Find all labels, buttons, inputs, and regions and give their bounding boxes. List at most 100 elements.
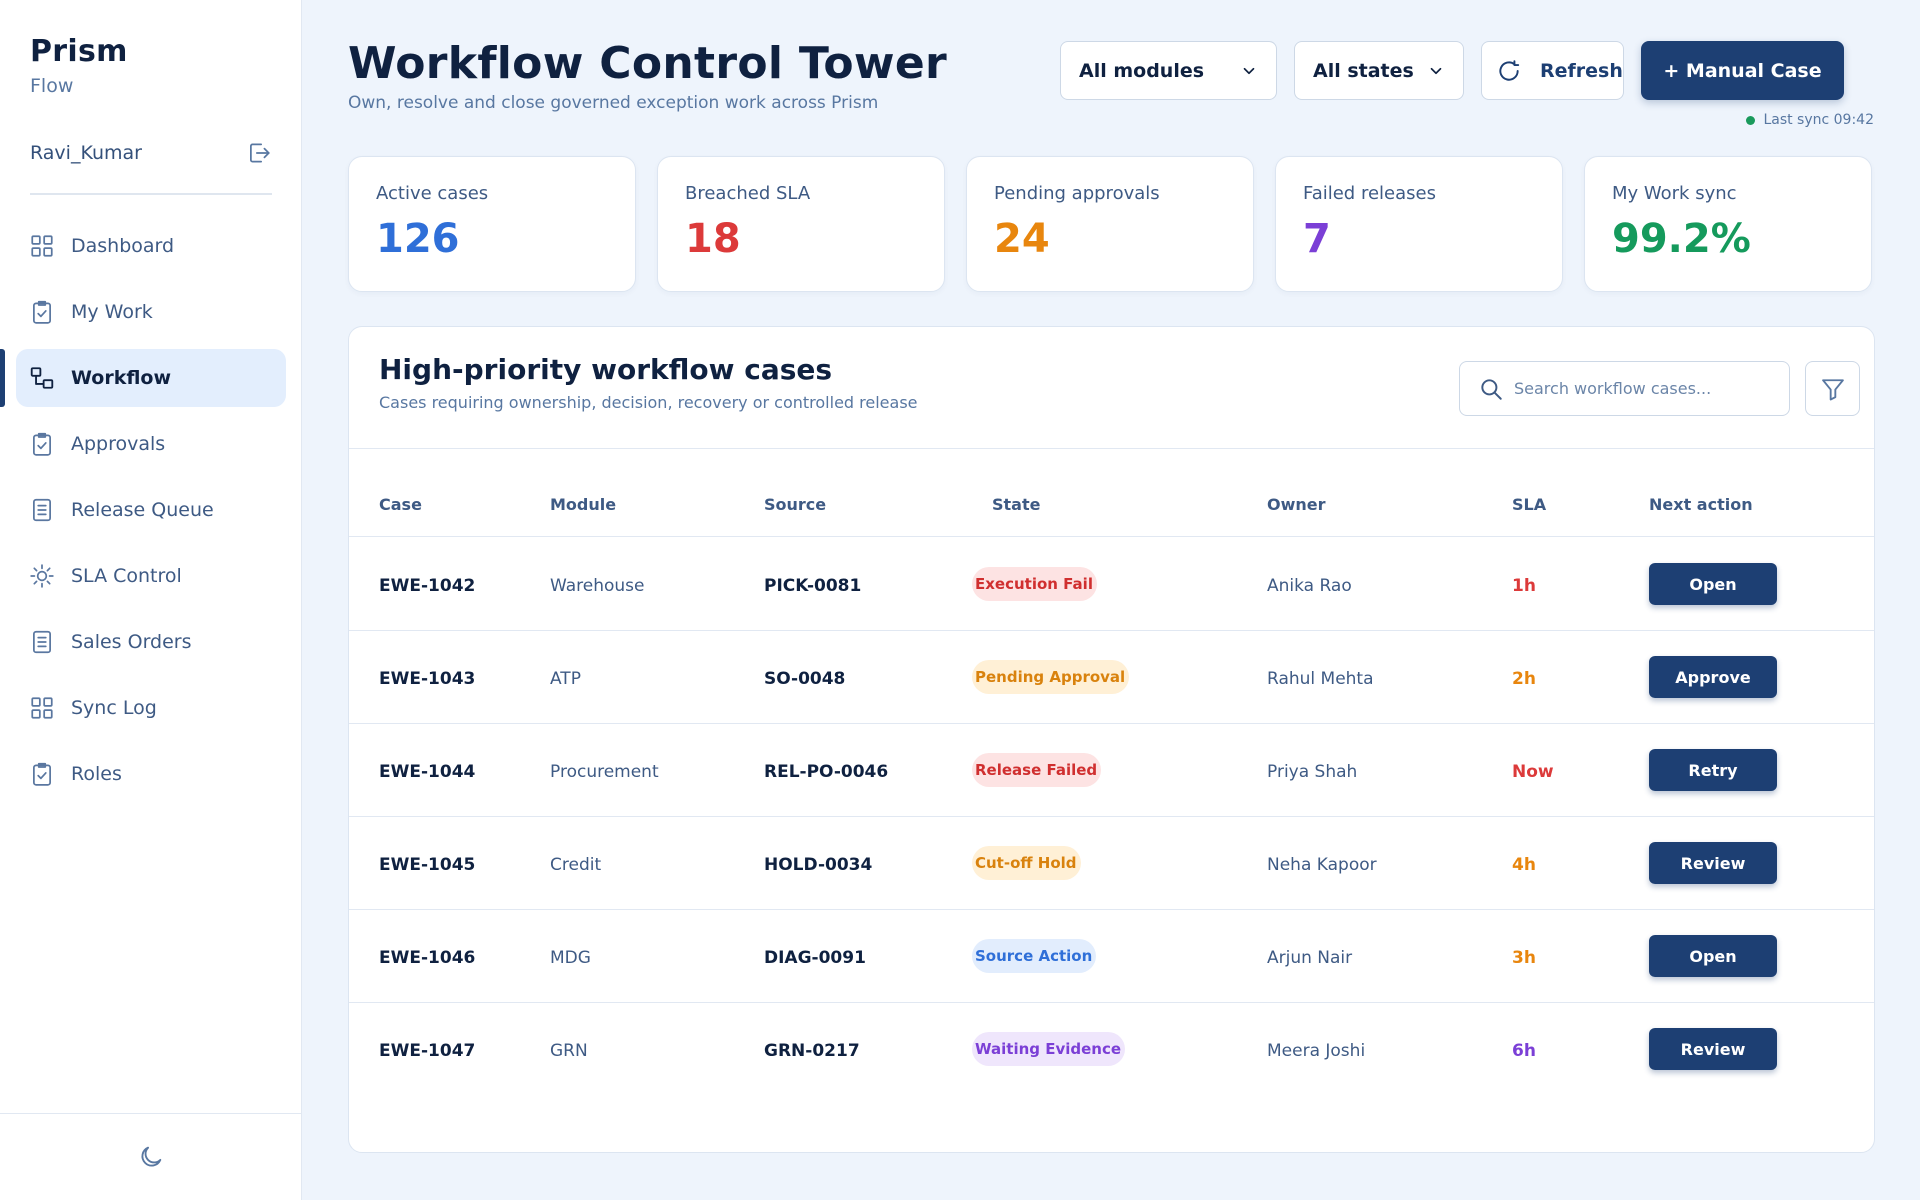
source-id: PICK-0081 <box>764 576 862 596</box>
grid-icon <box>29 695 55 721</box>
brand-name: Prism <box>30 34 128 69</box>
clipboard-check-icon <box>29 761 55 787</box>
sidebar-item-label: Approvals <box>71 433 166 455</box>
page-title: Workflow Control Tower <box>348 38 947 89</box>
kpi-label: Breached SLA <box>685 183 811 204</box>
owner-name: Anika Rao <box>1267 576 1352 596</box>
next-action-button[interactable]: Review <box>1649 842 1777 884</box>
module-name: Procurement <box>550 762 659 782</box>
table-header: Case Module Source State Owner SLA Next … <box>349 477 1874 537</box>
filter-button[interactable] <box>1805 361 1860 416</box>
column-header-module[interactable]: Module <box>550 495 617 514</box>
sidebar-divider <box>30 193 272 195</box>
sla-value: 4h <box>1512 855 1536 875</box>
kpi-value: 99.2% <box>1612 216 1751 262</box>
table-row[interactable]: EWE-1043 ATP SO-0048 Pending Approval Rahul … <box>349 631 1874 724</box>
brand-subtitle: Flow <box>30 75 74 97</box>
sla-value: 6h <box>1512 1041 1536 1061</box>
table-row[interactable]: EWE-1047 GRN GRN-0217 Waiting Evidence Meera… <box>349 1003 1874 1096</box>
owner-name: Rahul Mehta <box>1267 669 1374 689</box>
refresh-label: Refresh <box>1540 59 1623 82</box>
sidebar-item-sync-log[interactable]: Sync Log <box>16 679 286 737</box>
chevron-down-icon <box>1243 67 1255 74</box>
kpi-card-failed-releases: Failed releases 7 <box>1275 156 1563 292</box>
table-row[interactable]: EWE-1044 Procurement REL-PO-0046 Release Fa… <box>349 724 1874 817</box>
panel-title: High-priority workflow cases <box>379 353 833 386</box>
sidebar-item-workflow[interactable]: Workflow <box>0 349 286 407</box>
search-box <box>1459 361 1790 416</box>
case-id[interactable]: EWE-1046 <box>379 948 476 968</box>
table-row[interactable]: EWE-1042 Warehouse PICK-0081 Execution Fail… <box>349 538 1874 631</box>
source-id: SO-0048 <box>764 669 846 689</box>
sidebar-item-release-queue[interactable]: Release Queue <box>16 481 286 539</box>
owner-name: Meera Joshi <box>1267 1041 1366 1061</box>
sidebar-item-sla-control[interactable]: SLA Control <box>16 547 286 605</box>
logout-icon[interactable] <box>246 140 272 166</box>
manual-case-button[interactable]: + Manual Case <box>1641 41 1844 100</box>
next-action-button[interactable]: Approve <box>1649 656 1777 698</box>
sidebar-item-roles[interactable]: Roles <box>16 745 286 803</box>
state-badge: Waiting Evidence <box>972 1032 1126 1066</box>
case-id[interactable]: EWE-1043 <box>379 669 476 689</box>
next-action-button[interactable]: Retry <box>1649 749 1777 791</box>
kpi-label: Active cases <box>376 183 489 204</box>
column-header-next-action[interactable]: Next action <box>1649 495 1753 514</box>
column-header-case[interactable]: Case <box>379 495 422 514</box>
chevron-down-icon <box>1430 67 1442 74</box>
owner-name: Arjun Nair <box>1267 948 1353 968</box>
document-icon <box>29 497 55 523</box>
sidebar-item-sales-orders[interactable]: Sales Orders <box>16 613 286 671</box>
kpi-value: 126 <box>376 216 460 262</box>
case-id[interactable]: EWE-1045 <box>379 855 476 875</box>
next-action-button[interactable]: Review <box>1649 1028 1777 1070</box>
column-header-sla[interactable]: SLA <box>1512 495 1547 514</box>
column-header-owner[interactable]: Owner <box>1267 495 1326 514</box>
column-header-state[interactable]: State <box>992 495 1041 514</box>
kpi-card-breached-sla: Breached SLA 18 <box>657 156 945 292</box>
brand: Prism Flow <box>30 34 128 97</box>
sla-value: 2h <box>1512 669 1536 689</box>
state-filter-value: All states <box>1313 59 1414 82</box>
moon-icon[interactable] <box>137 1143 165 1171</box>
module-name: ATP <box>550 669 581 689</box>
source-id: GRN-0217 <box>764 1041 860 1061</box>
document-icon <box>29 629 55 655</box>
source-id: HOLD-0034 <box>764 855 873 875</box>
case-id[interactable]: EWE-1042 <box>379 576 476 596</box>
main-content: Workflow Control Tower Own, resolve and … <box>302 0 1920 1200</box>
source-id: DIAG-0091 <box>764 948 866 968</box>
kpi-card-active-cases: Active cases 126 <box>348 156 636 292</box>
module-filter-select[interactable]: All modules <box>1060 41 1277 100</box>
kpi-value: 18 <box>685 216 741 262</box>
search-input[interactable] <box>1514 379 1784 398</box>
module-name: Credit <box>550 855 602 875</box>
sidebar-item-dashboard[interactable]: Dashboard <box>16 217 286 275</box>
module-name: MDG <box>550 948 591 968</box>
table-row[interactable]: EWE-1046 MDG DIAG-0091 Source Action Arjun N… <box>349 910 1874 1003</box>
filter-icon <box>1821 378 1844 400</box>
state-filter-select[interactable]: All states <box>1294 41 1464 100</box>
table-row[interactable]: EWE-1045 Credit HOLD-0034 Cut-off Hold Neha … <box>349 817 1874 910</box>
sidebar-item-approvals[interactable]: Approvals <box>16 415 286 473</box>
next-action-button[interactable]: Open <box>1649 563 1777 605</box>
column-header-source[interactable]: Source <box>764 495 827 514</box>
module-name: Warehouse <box>550 576 645 596</box>
workflow-cases-panel: High-priority workflow cases Cases requi… <box>348 326 1875 1153</box>
header-controls: All modules All states Refresh + Manual … <box>1060 41 1844 100</box>
case-id[interactable]: EWE-1047 <box>379 1041 476 1061</box>
search-icon <box>1481 378 1502 400</box>
sidebar-item-label: Sync Log <box>71 697 157 719</box>
sidebar-item-my-work[interactable]: My Work <box>16 283 286 341</box>
sidebar-item-label: SLA Control <box>71 565 182 587</box>
case-id[interactable]: EWE-1044 <box>379 762 476 782</box>
sidebar: Prism Flow Ravi_Kumar Dashboard My Work Wo… <box>0 0 302 1200</box>
module-filter-value: All modules <box>1079 59 1205 82</box>
clipboard-check-icon <box>29 299 55 325</box>
sidebar-item-label: My Work <box>71 301 153 323</box>
next-action-button[interactable]: Open <box>1649 935 1777 977</box>
state-badge: Release Failed <box>972 753 1102 787</box>
panel-subtitle: Cases requiring ownership, decision, rec… <box>379 393 918 412</box>
refresh-button[interactable]: Refresh <box>1481 41 1624 100</box>
sidebar-item-label: Release Queue <box>71 499 214 521</box>
sidebar-item-label: Workflow <box>71 367 172 389</box>
